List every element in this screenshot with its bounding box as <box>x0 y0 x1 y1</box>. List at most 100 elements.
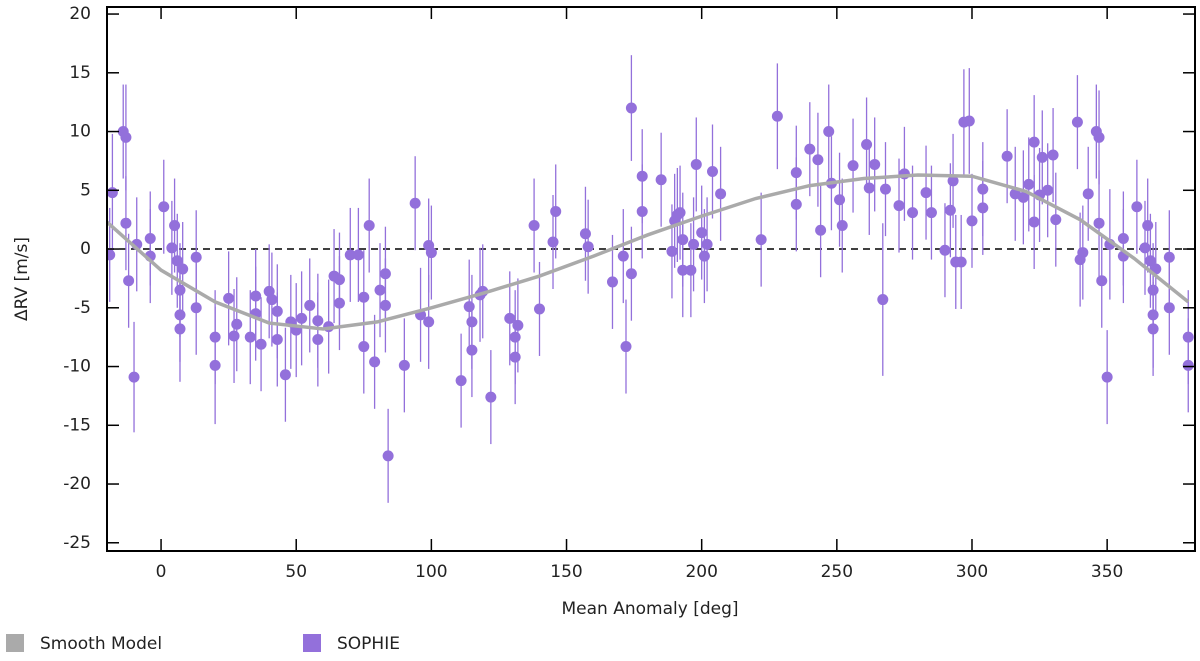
data-point <box>304 299 316 311</box>
data-point <box>209 331 221 343</box>
data-point <box>698 250 710 262</box>
data-point <box>423 316 435 328</box>
data-point <box>790 167 802 179</box>
data-point <box>1028 136 1040 148</box>
data-point <box>1042 184 1054 196</box>
data-point <box>655 174 667 186</box>
data-point <box>1096 275 1108 287</box>
x-tick-label: 350 <box>1091 562 1123 582</box>
data-point <box>907 207 919 219</box>
data-point <box>863 182 875 194</box>
data-point <box>279 369 291 381</box>
x-tick-label: 200 <box>685 562 717 582</box>
data-point <box>1071 116 1083 128</box>
data-point <box>1147 323 1159 335</box>
data-point <box>174 309 186 321</box>
data-point <box>674 207 686 219</box>
data-point <box>174 284 186 296</box>
data-point <box>512 319 524 331</box>
data-point <box>1131 201 1143 213</box>
data-point <box>977 183 989 195</box>
data-point <box>271 334 283 346</box>
data-point <box>1047 149 1059 161</box>
data-point <box>1001 150 1013 162</box>
data-point <box>1077 247 1089 259</box>
x-tick-label: 300 <box>956 562 988 582</box>
x-axis-label: Mean Anomaly [deg] <box>562 599 739 619</box>
y-tick-label: 5 <box>80 180 91 200</box>
data-point <box>688 238 700 250</box>
data-point <box>1139 242 1151 254</box>
data-point <box>625 102 637 114</box>
data-point <box>409 197 421 209</box>
data-point <box>223 292 235 304</box>
y-tick-label: -15 <box>63 415 91 435</box>
data-point <box>333 274 345 286</box>
data-point <box>804 143 816 155</box>
data-point <box>701 238 713 250</box>
data-point <box>177 263 189 275</box>
data-point <box>685 264 697 276</box>
data-point <box>190 302 202 314</box>
data-point <box>1147 284 1159 296</box>
data-point <box>1182 331 1194 343</box>
data-point <box>312 315 324 327</box>
data-point <box>312 334 324 346</box>
data-point <box>582 241 594 253</box>
data-point <box>509 351 521 363</box>
data-point <box>579 228 591 240</box>
data-point <box>1050 214 1062 226</box>
legend-label: Smooth Model <box>40 634 162 654</box>
data-point <box>123 275 135 287</box>
data-point <box>344 249 356 261</box>
data-point <box>266 294 278 306</box>
data-point <box>1101 371 1113 383</box>
data-point <box>1147 309 1159 321</box>
y-tick-label: -20 <box>63 474 91 494</box>
data-point <box>1144 255 1156 267</box>
plot-area <box>107 55 1195 503</box>
data-point <box>1093 217 1105 229</box>
data-point <box>358 291 370 303</box>
y-tick-label: -25 <box>63 533 91 553</box>
data-point <box>190 251 202 263</box>
y-tick-label: 10 <box>69 122 91 142</box>
data-point <box>333 297 345 309</box>
data-point <box>174 323 186 335</box>
data-point <box>625 268 637 280</box>
data-point <box>834 194 846 206</box>
data-point <box>358 341 370 353</box>
data-point <box>244 331 256 343</box>
data-point <box>869 158 881 170</box>
y-tick-label: -5 <box>74 298 91 318</box>
data-point <box>879 183 891 195</box>
data-point <box>533 303 545 315</box>
data-point <box>296 312 308 324</box>
data-point <box>466 344 478 356</box>
data-point <box>861 138 873 150</box>
data-point <box>696 227 708 239</box>
y-tick-label: 20 <box>69 4 91 24</box>
data-point <box>925 207 937 219</box>
data-point <box>171 255 183 267</box>
data-point <box>528 220 540 232</box>
y-tick-label: 15 <box>69 63 91 83</box>
data-point <box>771 110 783 122</box>
data-point <box>620 341 632 353</box>
data-point <box>374 284 386 296</box>
data-point <box>1117 232 1129 244</box>
data-point <box>715 188 727 200</box>
data-point <box>547 236 559 248</box>
data-point <box>107 187 118 199</box>
data-point <box>169 220 181 232</box>
data-point <box>379 299 391 311</box>
data-point <box>690 158 702 170</box>
data-point <box>666 245 678 257</box>
plot-frame <box>106 6 1196 552</box>
data-point <box>944 204 956 216</box>
data-point <box>1017 191 1029 203</box>
data-point <box>550 205 562 217</box>
data-point <box>636 170 648 182</box>
data-point <box>1163 251 1175 263</box>
data-point <box>606 276 618 288</box>
